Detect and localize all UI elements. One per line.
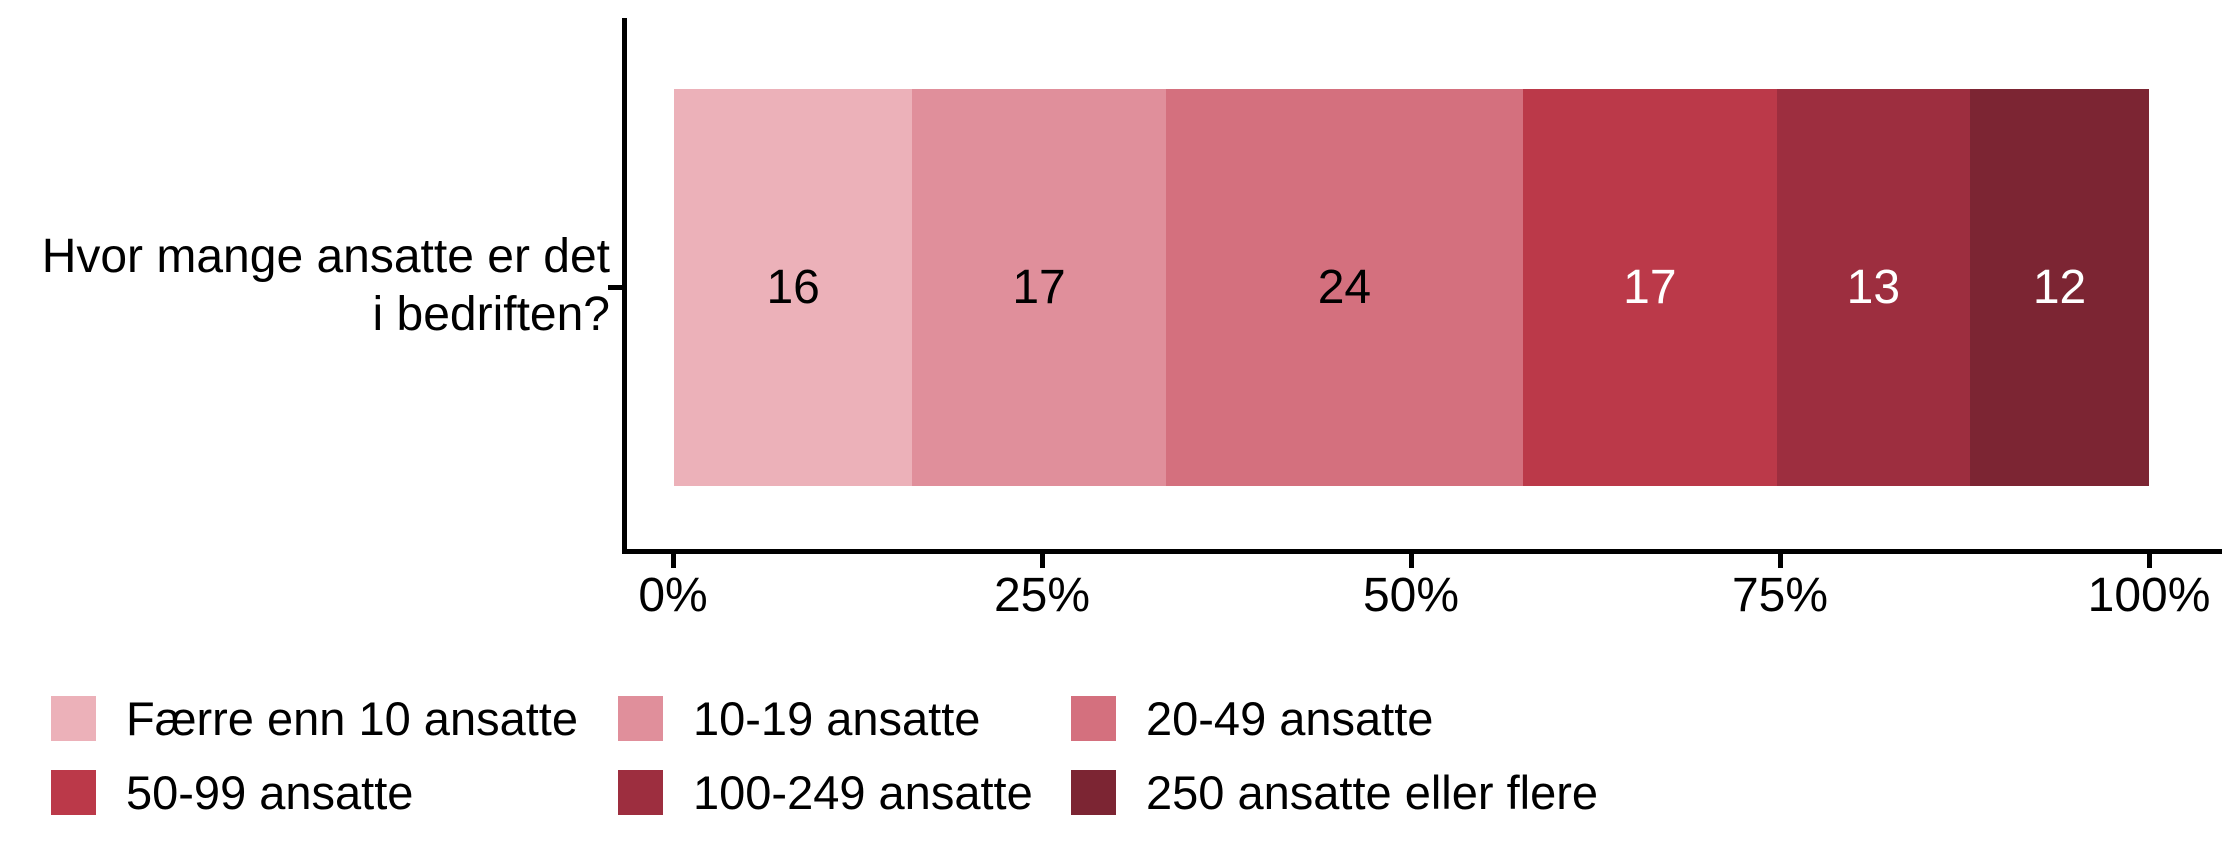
x-tick-label: 50% xyxy=(1362,569,1460,622)
y-axis-label-line-1: Hvor mange ansatte er det xyxy=(41,230,610,283)
bar-value-label: 12 xyxy=(2032,261,2087,314)
bar-value-label: 17 xyxy=(1012,261,1066,314)
bar-segment: 17 xyxy=(912,89,1166,486)
x-tick-mark xyxy=(1409,554,1414,568)
y-axis-label-line-2: i bedriften? xyxy=(372,288,611,341)
legend-swatch xyxy=(618,770,663,815)
legend-swatch xyxy=(618,696,663,741)
x-tick-mark xyxy=(1040,554,1045,568)
bar-value-label: 13 xyxy=(1846,261,1901,314)
legend-item: 20-49 ansatte xyxy=(1071,692,1598,745)
legend-label: 100-249 ansatte xyxy=(693,766,1033,819)
legend-label: 20-49 ansatte xyxy=(1146,692,1434,745)
x-tick-mark xyxy=(1778,554,1783,568)
x-axis-line xyxy=(622,549,2222,554)
legend-swatch xyxy=(51,696,96,741)
x-tick-label: 100% xyxy=(2087,569,2211,622)
bar-segment: 13 xyxy=(1776,89,1971,486)
bar-value-label: 17 xyxy=(1623,261,1677,314)
legend-label: 250 ansatte eller flere xyxy=(1146,766,1599,819)
legend-swatch xyxy=(1071,770,1116,815)
x-tick-mark xyxy=(2147,554,2152,568)
legend-label: Færre enn 10 ansatte xyxy=(126,692,578,745)
bar-segment: 17 xyxy=(1523,89,1777,486)
y-axis-line xyxy=(622,18,627,554)
legend-item: 50-99 ansatte xyxy=(51,766,618,819)
legend-label: 10-19 ansatte xyxy=(693,692,981,745)
bar-value-label: 24 xyxy=(1317,261,1372,314)
legend-item: 100-249 ansatte xyxy=(618,766,1071,819)
x-tick-mark xyxy=(671,554,676,568)
legend-swatch xyxy=(51,770,96,815)
legend-item: Færre enn 10 ansatte xyxy=(51,692,618,745)
legend: Færre enn 10 ansatte 10-19 ansatte 20-49 a… xyxy=(51,692,1599,819)
y-axis-label: Hvor mange ansatte er det i bedriften? xyxy=(42,228,610,344)
bar-segment: 12 xyxy=(1970,89,2149,486)
x-tick-label: 0% xyxy=(638,569,708,622)
bar-value-label: 16 xyxy=(766,261,820,314)
legend-item: 10-19 ansatte xyxy=(618,692,1071,745)
legend-item: 250 ansatte eller flere xyxy=(1071,766,1599,819)
stacked-bar: 16 17 24 17 13 12 xyxy=(674,89,2149,486)
x-tick-label: 25% xyxy=(993,569,1091,622)
bar-segment: 16 xyxy=(674,89,913,486)
legend-swatch xyxy=(1071,696,1116,741)
y-axis-tick xyxy=(608,285,622,290)
x-tick-label: 75% xyxy=(1731,569,1829,622)
legend-label: 50-99 ansatte xyxy=(126,766,414,819)
bar-segment: 24 xyxy=(1165,89,1524,486)
